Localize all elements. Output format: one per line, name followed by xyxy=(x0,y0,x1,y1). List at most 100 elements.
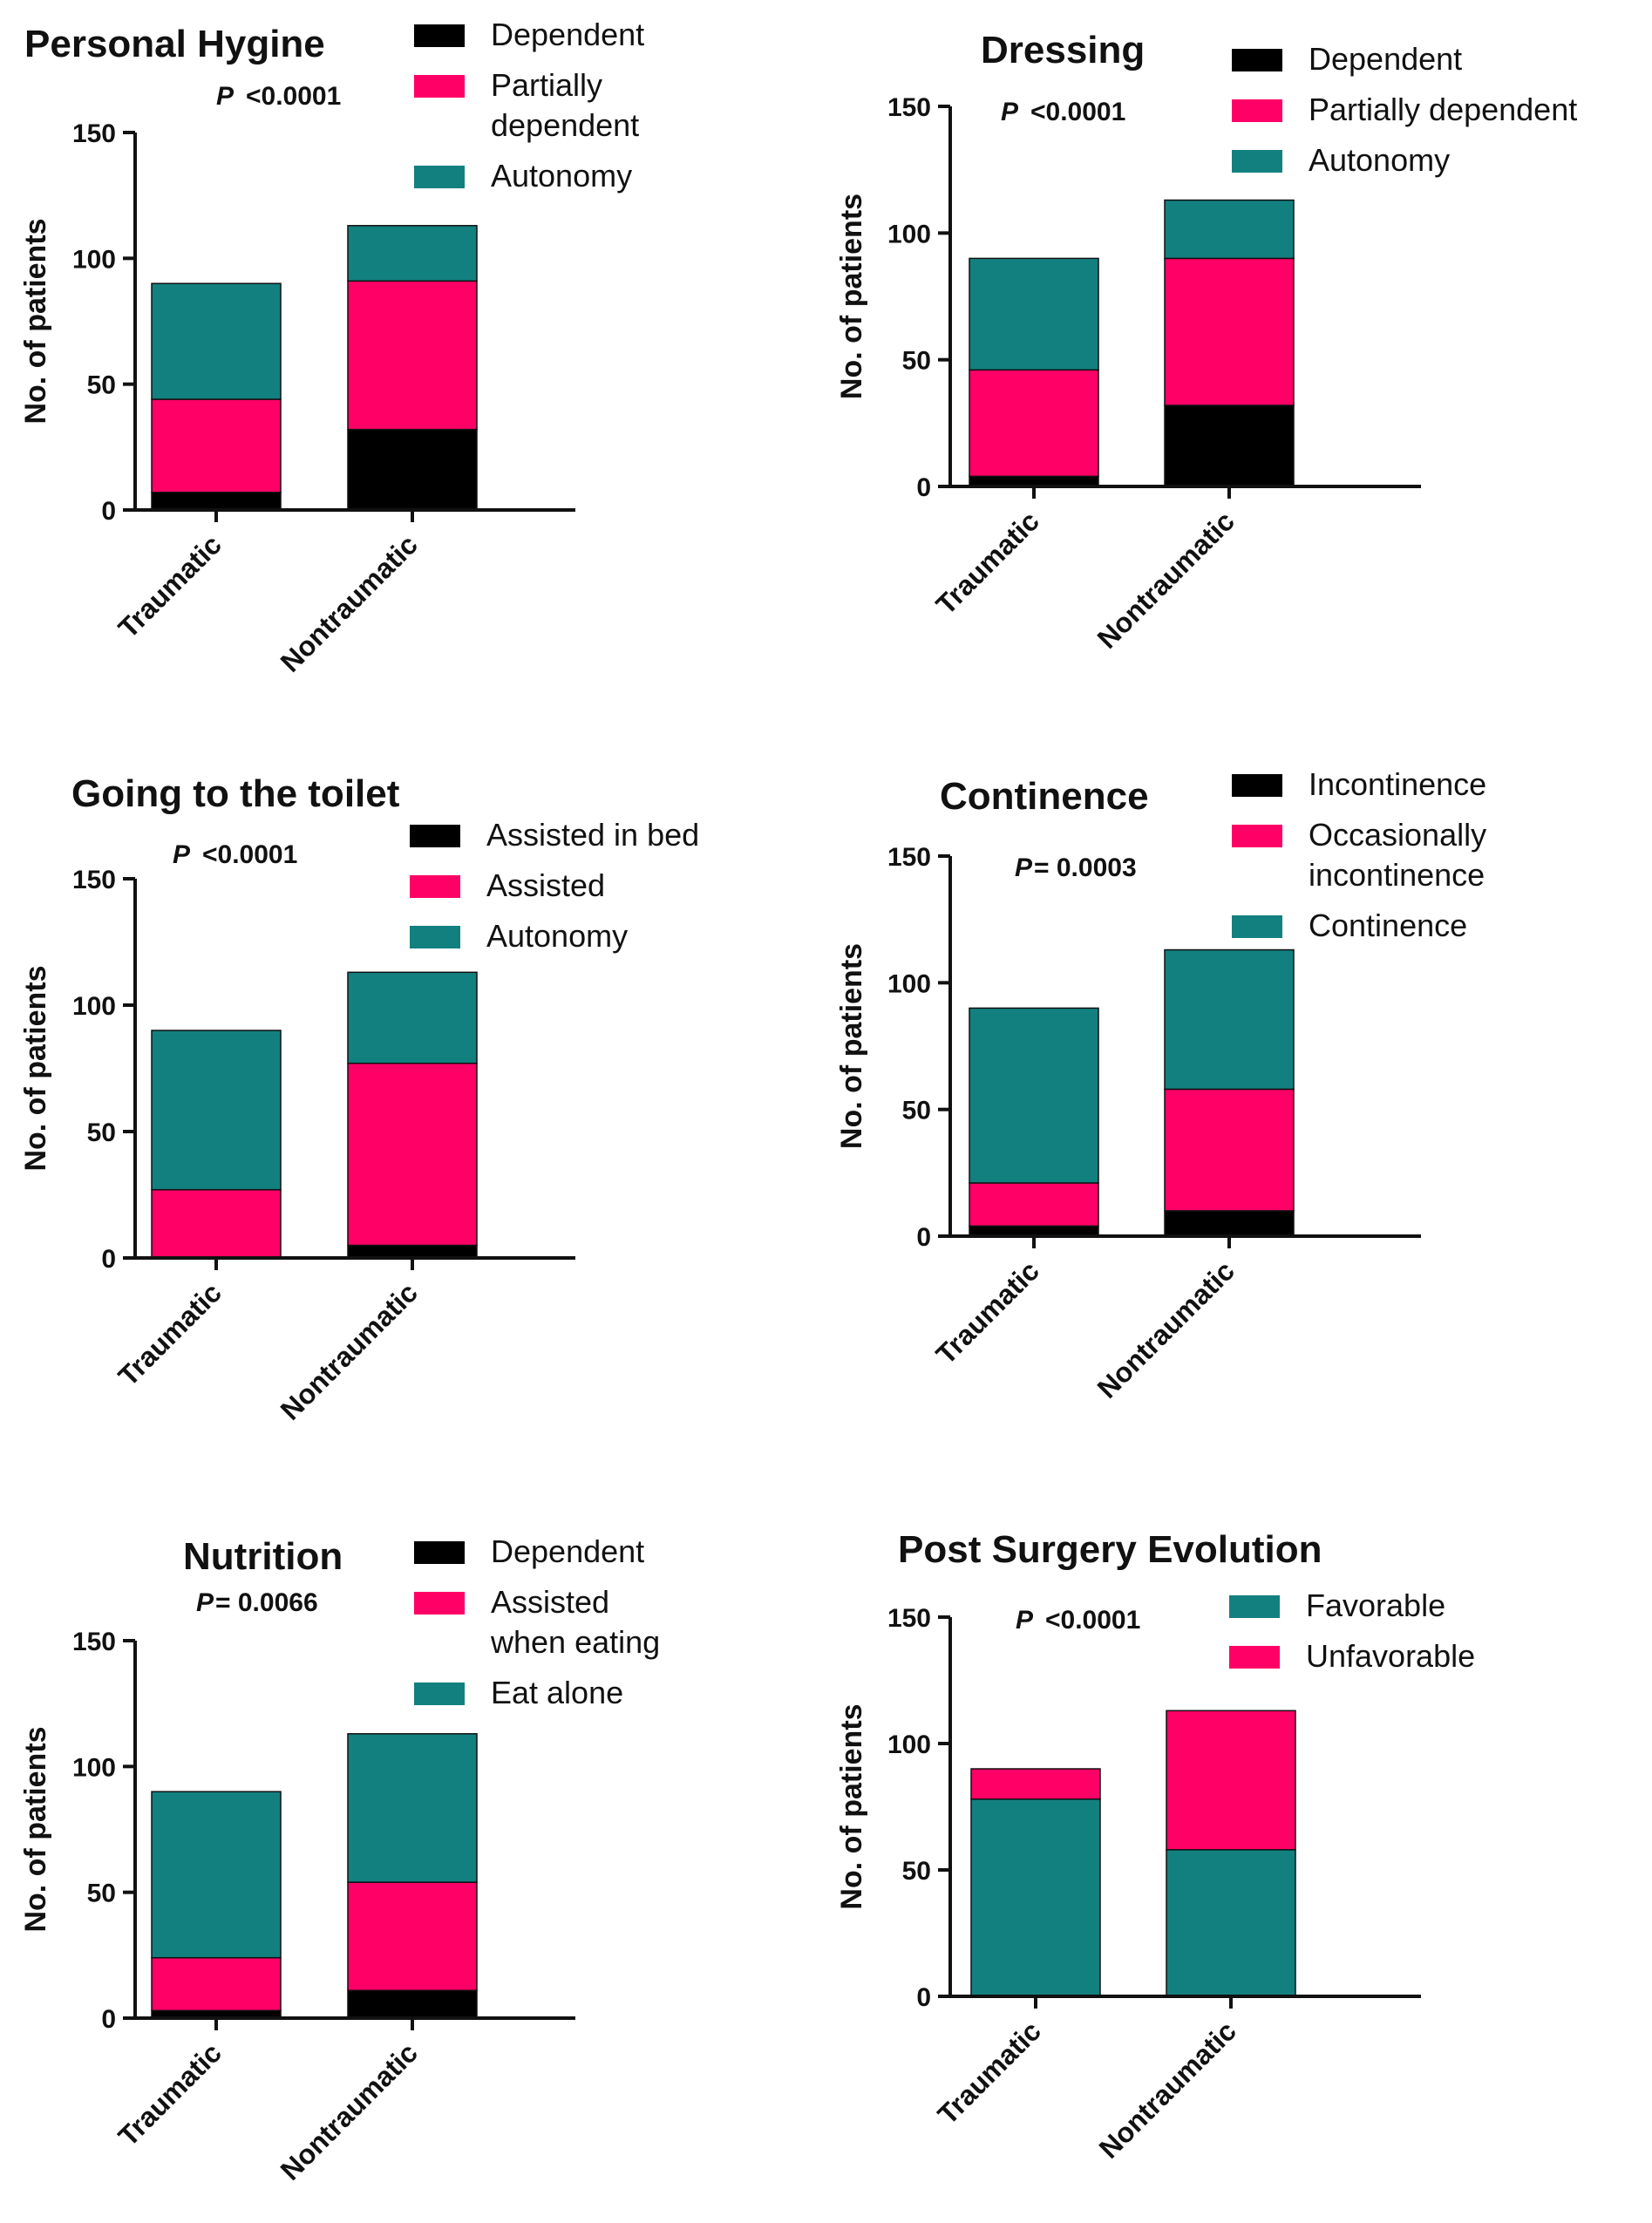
y-tick-label: 100 xyxy=(72,992,116,1021)
chart-title: Continence xyxy=(940,775,1149,818)
bar-assisted-when-eating xyxy=(347,1881,478,1991)
category-label: Nontraumatic xyxy=(275,2036,424,2186)
y-tick-label: 0 xyxy=(101,1245,116,1274)
y-tick-label: 0 xyxy=(101,497,116,526)
p-value-prefix: P xyxy=(173,840,191,869)
legend-label: Autonomy xyxy=(1309,142,1450,178)
p-value-prefix: P xyxy=(216,82,235,111)
p-value-prefix: P xyxy=(1016,1606,1034,1635)
y-tick-label: 0 xyxy=(916,473,931,502)
p-value-prefix: P xyxy=(196,1588,214,1617)
legend-label: Continence xyxy=(1309,908,1467,943)
legend-label: Assisted xyxy=(491,1584,609,1620)
y-axis-label: No. of patients xyxy=(19,965,52,1171)
legend-swatch xyxy=(410,825,460,847)
category-label: Traumatic xyxy=(112,1276,228,1391)
y-axis-label: No. of patients xyxy=(19,218,52,424)
legend-label: Assisted in bed xyxy=(486,817,699,853)
category-label: Traumatic xyxy=(930,1254,1045,1370)
y-tick-label: 150 xyxy=(887,1604,931,1633)
y-tick-label: 100 xyxy=(72,245,116,274)
legend-swatch xyxy=(1232,99,1282,122)
y-tick-label: 50 xyxy=(902,1097,931,1125)
bar-partially-dependent xyxy=(969,369,1099,478)
bar-eat-alone xyxy=(347,1733,478,1883)
chart-title: Going to the toilet xyxy=(71,772,400,815)
y-tick-label: 150 xyxy=(72,866,116,894)
legend-swatch xyxy=(1232,774,1282,797)
bar-unfavorable xyxy=(970,1768,1101,1800)
legend-label: incontinence xyxy=(1309,857,1485,893)
chart-panel: Continence P= 0.0003 0 50 100 150 Traumatic Non… xyxy=(835,766,1486,1404)
bar-assisted-in-bed xyxy=(347,1244,478,1259)
bar-occasionally-incontinence xyxy=(1164,1088,1295,1212)
bar-dependent xyxy=(1164,404,1295,487)
legend-swatch xyxy=(410,926,460,948)
p-value: P <0.0001 xyxy=(216,82,341,111)
bar-assisted xyxy=(151,1188,282,1259)
legend-label: when eating xyxy=(490,1624,660,1660)
bar-autonomy xyxy=(151,282,282,400)
legend-label: Favorable xyxy=(1306,1587,1445,1623)
y-tick-label: 50 xyxy=(87,371,116,400)
legend-swatch xyxy=(414,1683,465,1705)
legend-label: Dependent xyxy=(1309,41,1462,77)
p-value-text: <0.0001 xyxy=(1045,1606,1140,1635)
bar-assisted xyxy=(347,1062,478,1247)
category-label: Traumatic xyxy=(930,505,1045,620)
bar-autonomy xyxy=(347,225,478,282)
p-value-text: <0.0001 xyxy=(1030,98,1125,126)
bar-dependent xyxy=(347,428,478,511)
p-value: P <0.0001 xyxy=(1001,98,1125,126)
legend-swatch xyxy=(1232,49,1282,71)
y-tick-label: 50 xyxy=(902,1857,931,1886)
chart-title: Nutrition xyxy=(183,1535,343,1578)
bar-autonomy xyxy=(969,257,1099,371)
category-label: Nontraumatic xyxy=(1091,505,1241,654)
legend-label: Occasionally xyxy=(1309,817,1486,853)
bar-occasionally-incontinence xyxy=(969,1182,1099,1227)
bar-autonomy xyxy=(1164,199,1295,260)
p-value-text: = 0.0003 xyxy=(1034,853,1137,882)
legend-swatch xyxy=(414,75,465,98)
legend-swatch xyxy=(1232,825,1282,847)
legend-label: Eat alone xyxy=(491,1675,623,1710)
legend-label: Autonomy xyxy=(486,918,628,954)
p-value: P <0.0001 xyxy=(1016,1606,1140,1635)
bar-autonomy xyxy=(151,1030,282,1191)
bar-unfavorable xyxy=(1166,1710,1296,1851)
p-value-text: <0.0001 xyxy=(202,840,297,869)
y-tick-label: 100 xyxy=(72,1753,116,1782)
category-label: Nontraumatic xyxy=(275,528,424,677)
bar-dependent xyxy=(347,1989,478,2019)
p-value-prefix: P xyxy=(1015,853,1033,882)
category-label: Nontraumatic xyxy=(1093,2015,1242,2164)
legend-label: Dependent xyxy=(491,17,644,52)
legend-label: Partially xyxy=(491,67,602,103)
legend-swatch xyxy=(414,24,465,47)
y-tick-label: 100 xyxy=(887,220,931,248)
legend-swatch xyxy=(414,1541,465,1564)
category-label: Traumatic xyxy=(112,528,228,643)
bar-autonomy xyxy=(347,971,478,1064)
bar-favorable xyxy=(1166,1849,1296,1997)
y-tick-label: 100 xyxy=(887,969,931,998)
p-value-text: = 0.0066 xyxy=(215,1588,318,1617)
p-value-text: <0.0001 xyxy=(246,82,341,111)
legend-label: Incontinence xyxy=(1309,766,1486,802)
bar-favorable xyxy=(970,1798,1101,1997)
chart-panel: Personal Hygine P <0.0001 0 50 100 150 Traumati… xyxy=(19,17,644,678)
chart-panel: Post Surgery Evolution P <0.0001 0 50 100 150 T… xyxy=(835,1528,1475,2165)
chart-panel: Dressing P <0.0001 0 50 100 150 Traumatic Nontra… xyxy=(835,29,1577,655)
y-tick-label: 50 xyxy=(87,1880,116,1908)
y-axis-label: No. of patients xyxy=(19,1726,52,1932)
legend-swatch xyxy=(414,166,465,188)
legend-swatch xyxy=(1232,915,1282,938)
y-tick-label: 0 xyxy=(916,1223,931,1252)
y-tick-label: 150 xyxy=(72,119,116,148)
p-value-prefix: P xyxy=(1001,98,1019,126)
y-tick-label: 50 xyxy=(87,1118,116,1147)
bar-eat-alone xyxy=(151,1791,282,1959)
legend-label: Unfavorable xyxy=(1306,1638,1475,1674)
